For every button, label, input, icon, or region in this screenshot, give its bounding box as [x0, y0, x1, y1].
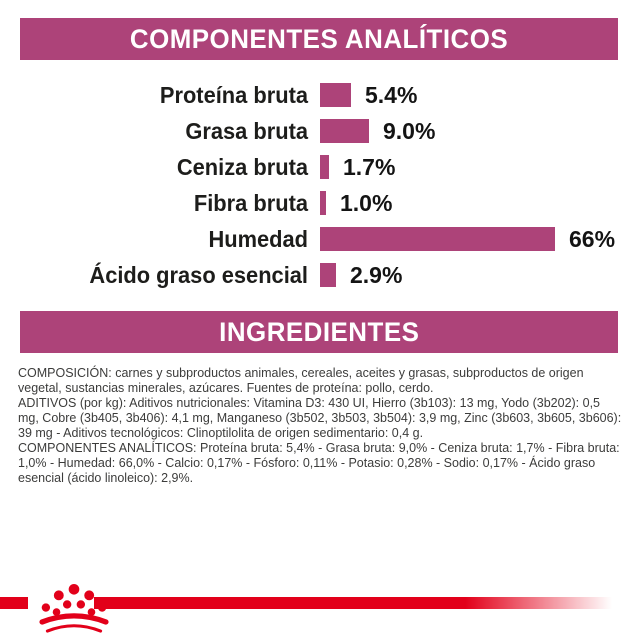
analytics-section-header: COMPONENTES ANALÍTICOS — [20, 18, 618, 60]
royal-canin-crown-icon — [39, 583, 109, 633]
chart-row: Fibra bruta 1.0% — [0, 185, 640, 221]
value-bar — [320, 119, 369, 143]
analytics-header-title: COMPONENTES ANALÍTICOS — [129, 23, 509, 54]
composition-paragraph: COMPOSICIÓN: carnes y subproductos anima… — [18, 366, 584, 395]
chart-row: Proteína bruta 5.4% — [0, 77, 640, 113]
analytical-paragraph: COMPONENTES ANALÍTICOS: Proteína bruta: … — [18, 441, 620, 485]
ingredients-section-header: INGREDIENTES — [20, 311, 618, 353]
value-bar — [320, 227, 555, 251]
category-label: Ceniza bruta — [176, 153, 308, 180]
value-bar — [320, 155, 329, 179]
value-bar — [320, 191, 326, 215]
value-label: 5.4% — [365, 81, 418, 108]
ingredients-header-title: INGREDIENTES — [218, 316, 420, 347]
value-bar — [320, 83, 351, 107]
category-label: Ácido graso esencial — [89, 261, 309, 288]
category-label: Grasa bruta — [185, 117, 308, 144]
brand-red-stripe — [0, 597, 612, 609]
category-label: Humedad — [208, 225, 308, 252]
additives-paragraph: ADITIVOS (por kg): Aditivos nutricionale… — [18, 396, 622, 440]
chart-row: Ácido graso esencial 2.9% — [0, 257, 640, 293]
value-label: 9.0% — [383, 117, 436, 144]
chart-row: Grasa bruta 9.0% — [0, 113, 640, 149]
chart-row: Humedad 66% — [0, 221, 640, 257]
value-bar — [320, 263, 336, 287]
category-label: Proteína bruta — [159, 81, 308, 108]
chart-row: Ceniza bruta 1.7% — [0, 149, 640, 185]
value-label: 2.9% — [350, 261, 403, 288]
category-label: Fibra bruta — [193, 189, 308, 216]
value-label: 66% — [569, 225, 616, 252]
analytical-components-chart: Proteína bruta 5.4% Grasa bruta 9.0% Ceniza … — [0, 77, 640, 293]
value-label: 1.7% — [343, 153, 396, 180]
ingredients-text-block: COMPOSICIÓN: carnes y subproductos anima… — [18, 366, 622, 486]
value-label: 1.0% — [340, 189, 393, 216]
